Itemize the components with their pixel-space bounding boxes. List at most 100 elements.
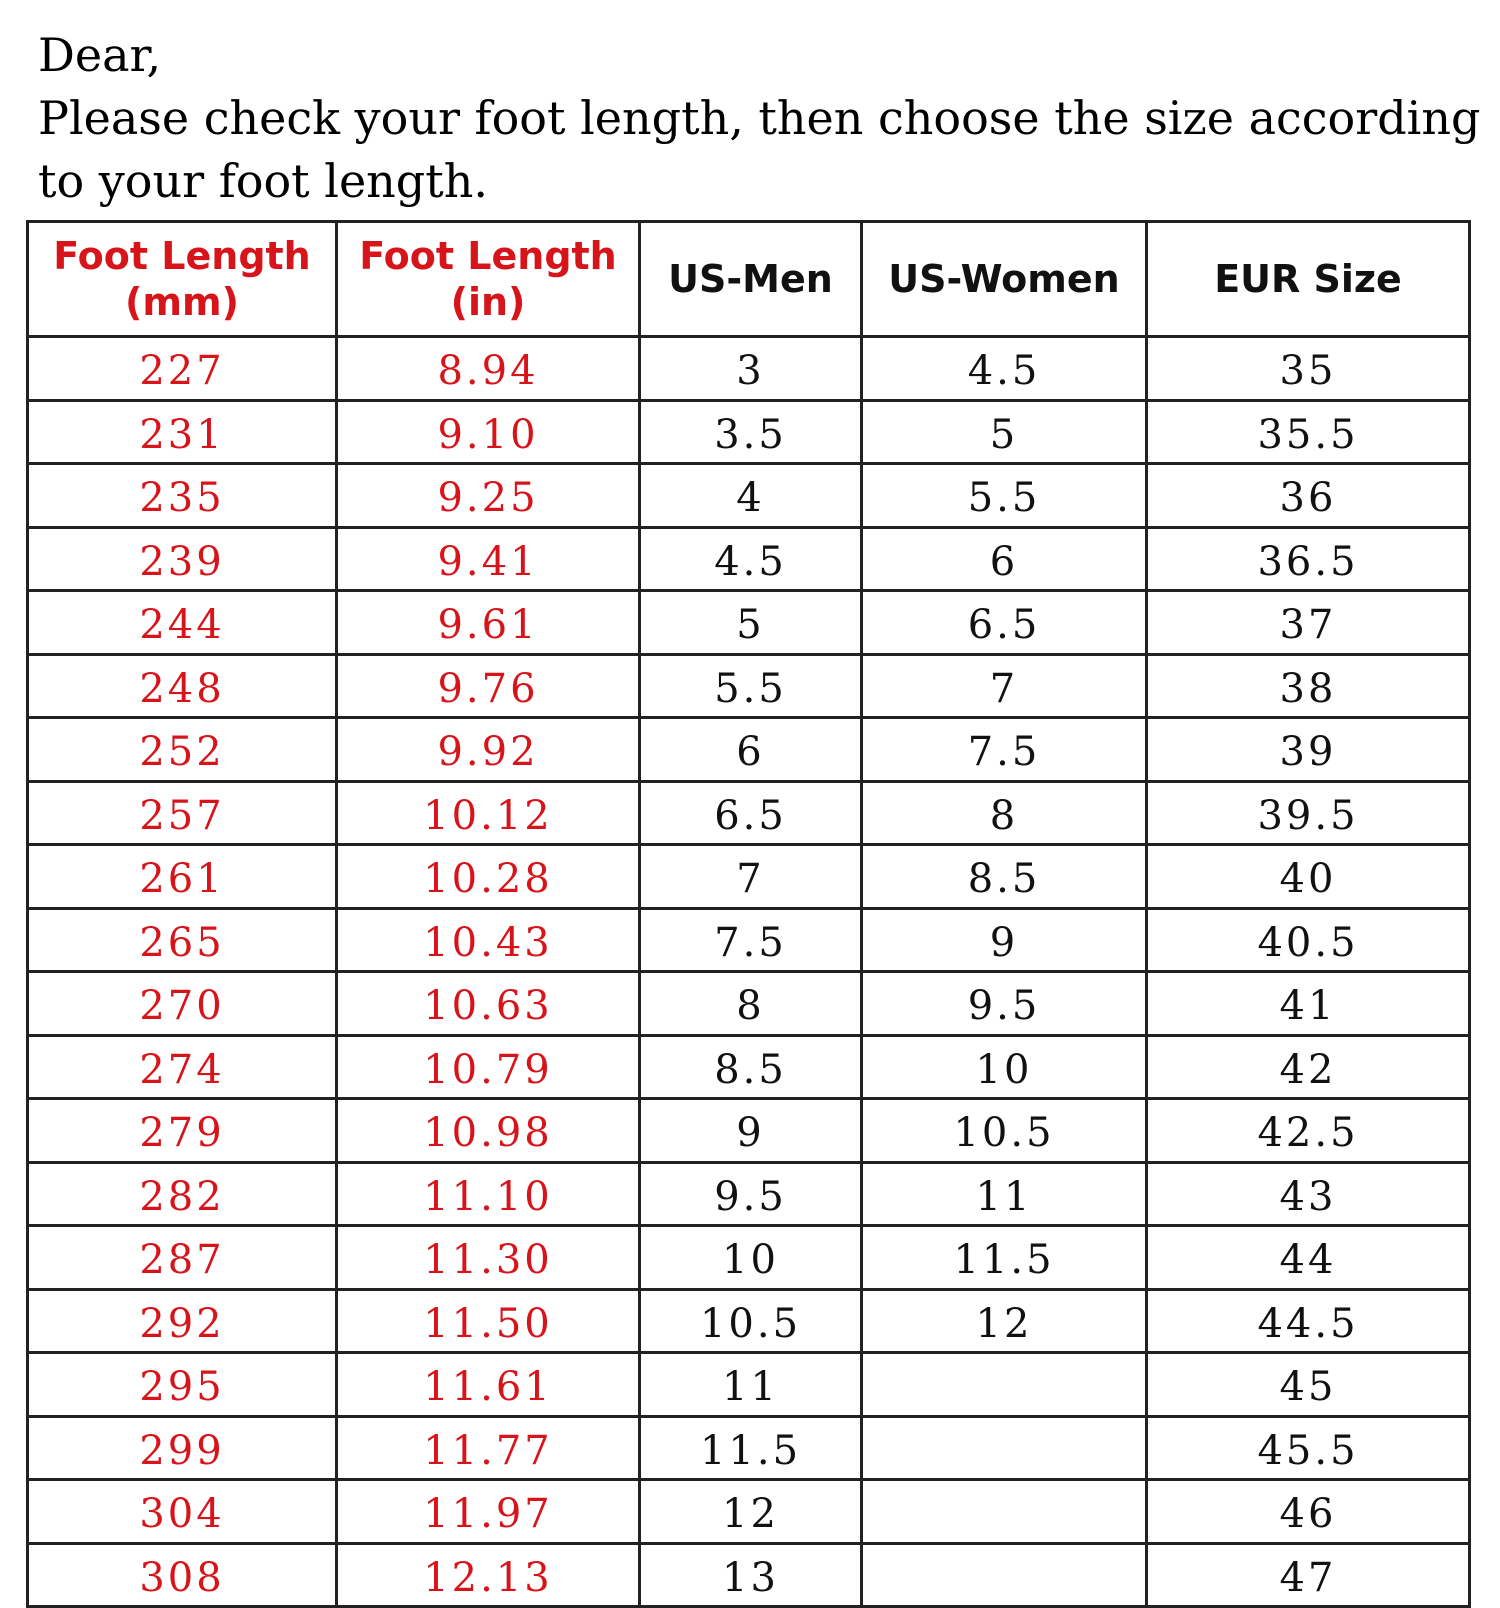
cell-foot-length-in: 9.61 xyxy=(335,589,641,656)
cell-us-men: 8.5 xyxy=(638,1033,863,1100)
table-row: 279 10.98 9 10.5 42.5 xyxy=(26,1097,1471,1164)
cell-foot-length-in: 11.30 xyxy=(335,1224,641,1291)
cell-us-men: 10.5 xyxy=(638,1287,863,1354)
cell-eur-size: 42 xyxy=(1145,1033,1471,1100)
table-row: 252 9.92 6 7.5 39 xyxy=(26,716,1471,783)
cell-us-women: 6 xyxy=(860,525,1148,592)
cell-eur-size: 45.5 xyxy=(1145,1414,1471,1481)
cell-us-women: 4.5 xyxy=(860,335,1148,402)
cell-foot-length-in: 10.63 xyxy=(335,970,641,1037)
cell-us-men: 7.5 xyxy=(638,906,863,973)
cell-foot-length-mm: 279 xyxy=(26,1097,338,1164)
cell-foot-length-mm: 304 xyxy=(26,1478,338,1545)
cell-eur-size: 43 xyxy=(1145,1160,1471,1227)
table-row: 248 9.76 5.5 7 38 xyxy=(26,652,1471,719)
cell-eur-size: 36.5 xyxy=(1145,525,1471,592)
cell-foot-length-mm: 248 xyxy=(26,652,338,719)
cell-foot-length-in: 9.92 xyxy=(335,716,641,783)
cell-us-men: 3 xyxy=(638,335,863,402)
cell-eur-size: 46 xyxy=(1145,1478,1471,1545)
cell-foot-length-mm: 231 xyxy=(26,398,338,465)
cell-foot-length-mm: 295 xyxy=(26,1351,338,1418)
table-row: 308 12.13 13 47 xyxy=(26,1541,1471,1608)
table-row: 257 10.12 6.5 8 39.5 xyxy=(26,779,1471,846)
cell-us-women: 8.5 xyxy=(860,843,1148,910)
cell-us-women xyxy=(860,1478,1148,1545)
instruction-line-1: Please check your foot length, then choo… xyxy=(38,91,1481,145)
cell-foot-length-in: 10.79 xyxy=(335,1033,641,1100)
cell-eur-size: 35 xyxy=(1145,335,1471,402)
cell-us-men: 9.5 xyxy=(638,1160,863,1227)
cell-foot-length-in: 11.10 xyxy=(335,1160,641,1227)
cell-us-men: 4.5 xyxy=(638,525,863,592)
cell-foot-length-mm: 270 xyxy=(26,970,338,1037)
cell-foot-length-mm: 292 xyxy=(26,1287,338,1354)
cell-us-women: 6.5 xyxy=(860,589,1148,656)
cell-foot-length-in: 11.50 xyxy=(335,1287,641,1354)
cell-us-men: 13 xyxy=(638,1541,863,1608)
cell-foot-length-in: 10.98 xyxy=(335,1097,641,1164)
cell-foot-length-mm: 227 xyxy=(26,335,338,402)
cell-eur-size: 44 xyxy=(1145,1224,1471,1291)
cell-us-men: 6 xyxy=(638,716,863,783)
table-row: 274 10.79 8.5 10 42 xyxy=(26,1033,1471,1100)
cell-us-women: 11.5 xyxy=(860,1224,1148,1291)
cell-foot-length-in: 9.25 xyxy=(335,462,641,529)
cell-eur-size: 36 xyxy=(1145,462,1471,529)
table-row: 261 10.28 7 8.5 40 xyxy=(26,843,1471,910)
cell-us-men: 6.5 xyxy=(638,779,863,846)
cell-eur-size: 44.5 xyxy=(1145,1287,1471,1354)
cell-us-men: 4 xyxy=(638,462,863,529)
intro-message: Dear, Please check your foot length, the… xyxy=(38,24,1481,213)
cell-foot-length-in: 10.28 xyxy=(335,843,641,910)
header-us-women: US-Women xyxy=(860,220,1148,338)
cell-foot-length-mm: 265 xyxy=(26,906,338,973)
cell-foot-length-mm: 287 xyxy=(26,1224,338,1291)
cell-foot-length-mm: 235 xyxy=(26,462,338,529)
cell-foot-length-in: 11.61 xyxy=(335,1351,641,1418)
cell-us-women: 11 xyxy=(860,1160,1148,1227)
cell-eur-size: 39 xyxy=(1145,716,1471,783)
cell-foot-length-mm: 308 xyxy=(26,1541,338,1608)
cell-foot-length-mm: 299 xyxy=(26,1414,338,1481)
cell-foot-length-mm: 257 xyxy=(26,779,338,846)
cell-foot-length-in: 10.43 xyxy=(335,906,641,973)
cell-us-women: 5.5 xyxy=(860,462,1148,529)
cell-us-women xyxy=(860,1541,1148,1608)
cell-eur-size: 40.5 xyxy=(1145,906,1471,973)
cell-eur-size: 45 xyxy=(1145,1351,1471,1418)
cell-foot-length-in: 9.41 xyxy=(335,525,641,592)
cell-us-men: 10 xyxy=(638,1224,863,1291)
cell-us-men: 7 xyxy=(638,843,863,910)
table-row: 244 9.61 5 6.5 37 xyxy=(26,589,1471,656)
table-row: 299 11.77 11.5 45.5 xyxy=(26,1414,1471,1481)
cell-us-men: 11.5 xyxy=(638,1414,863,1481)
cell-us-men: 5 xyxy=(638,589,863,656)
header-foot-length-in: Foot Length (in) xyxy=(335,220,641,338)
cell-foot-length-in: 12.13 xyxy=(335,1541,641,1608)
cell-foot-length-mm: 252 xyxy=(26,716,338,783)
table-row: 292 11.50 10.5 12 44.5 xyxy=(26,1287,1471,1354)
table-row: 282 11.10 9.5 11 43 xyxy=(26,1160,1471,1227)
cell-foot-length-mm: 239 xyxy=(26,525,338,592)
cell-us-men: 9 xyxy=(638,1097,863,1164)
table-row: 287 11.30 10 11.5 44 xyxy=(26,1224,1471,1291)
cell-eur-size: 41 xyxy=(1145,970,1471,1037)
cell-us-women: 7.5 xyxy=(860,716,1148,783)
table-header-row: Foot Length (mm) Foot Length (in) US-Men U… xyxy=(26,220,1471,338)
header-foot-length-mm: Foot Length (mm) xyxy=(26,220,338,338)
cell-us-women: 8 xyxy=(860,779,1148,846)
cell-us-men: 8 xyxy=(638,970,863,1037)
table-row: 235 9.25 4 5.5 36 xyxy=(26,462,1471,529)
cell-us-women: 12 xyxy=(860,1287,1148,1354)
size-chart-table: Foot Length (mm) Foot Length (in) US-Men U… xyxy=(26,220,1471,1608)
cell-eur-size: 40 xyxy=(1145,843,1471,910)
table-row: 239 9.41 4.5 6 36.5 xyxy=(26,525,1471,592)
cell-us-women: 9.5 xyxy=(860,970,1148,1037)
cell-foot-length-mm: 274 xyxy=(26,1033,338,1100)
cell-us-men: 5.5 xyxy=(638,652,863,719)
cell-us-women: 7 xyxy=(860,652,1148,719)
table-row: 265 10.43 7.5 9 40.5 xyxy=(26,906,1471,973)
cell-us-men: 11 xyxy=(638,1351,863,1418)
table-row: 270 10.63 8 9.5 41 xyxy=(26,970,1471,1037)
